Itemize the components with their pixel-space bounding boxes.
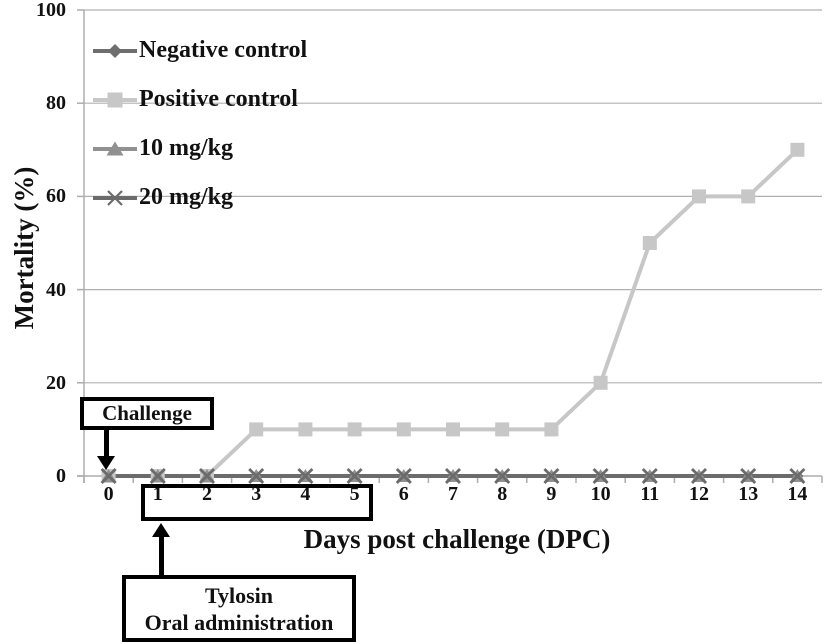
tylosin-up-arrow — [152, 523, 170, 576]
x-tick-label: 12 — [689, 483, 709, 505]
legend-item-20mgkg: 20 mg/kg — [93, 173, 307, 222]
legend-label: 10 mg/kg — [139, 135, 234, 161]
tylosin-label-line1: Tylosin — [204, 583, 274, 608]
x-tick-label: 9 — [546, 483, 557, 505]
diamond-marker-icon — [93, 43, 137, 58]
x-axis-title: Days post challenge (DPC) — [303, 524, 611, 554]
y-tick-label: 20 — [46, 371, 66, 394]
x-tick-label: 0 — [103, 483, 114, 505]
tylosin-annotation-box: Tylosin Oral administration — [122, 575, 356, 642]
x-tick-label: 13 — [738, 483, 759, 505]
x-tick-label: 14 — [787, 483, 808, 505]
challenge-annotation-box: Challenge — [80, 397, 214, 430]
y-tick-label: 80 — [46, 92, 66, 115]
arrow-shaft — [158, 536, 164, 576]
square-marker-icon — [93, 92, 137, 107]
x-tick-label: 4 — [300, 483, 311, 505]
challenge-down-arrow — [97, 429, 115, 470]
arrow-head-down-icon — [97, 456, 115, 470]
x-tick-label: 7 — [448, 483, 458, 505]
legend-label: Positive control — [139, 86, 298, 112]
x-tick-label: 10 — [590, 483, 611, 505]
y-axis-title: Mortality (%) — [9, 166, 39, 330]
legend-item-negative-control: Negative control — [93, 26, 307, 75]
arrow-head-up-icon — [152, 523, 170, 537]
y-tick-label: 40 — [46, 278, 66, 301]
legend: Negative control Positive control 10 mg/… — [93, 26, 307, 222]
treatment-days-range-box — [141, 484, 373, 521]
challenge-label: Challenge — [102, 401, 192, 425]
legend-label: 20 mg/kg — [139, 184, 234, 210]
y-tick-label: 100 — [36, 0, 66, 21]
x-tick-label: 11 — [640, 483, 660, 505]
triangle-marker-icon — [93, 141, 137, 155]
legend-item-positive-control: Positive control — [93, 75, 307, 124]
legend-label: Negative control — [139, 37, 308, 63]
x-tick-label: 5 — [349, 483, 360, 505]
y-tick-label: 0 — [56, 465, 66, 487]
x-tick-label: 8 — [497, 483, 508, 505]
tylosin-label-line2: Oral administration — [144, 610, 334, 635]
arrow-shaft — [103, 429, 109, 457]
x-tick-label: 1 — [152, 483, 163, 505]
x-tick-label: 2 — [202, 483, 212, 505]
x-marker-icon — [93, 189, 137, 206]
y-tick-label: 60 — [46, 185, 66, 208]
legend-item-10mgkg: 10 mg/kg — [93, 124, 307, 173]
x-tick-label: 6 — [398, 483, 409, 505]
x-tick-label: 3 — [251, 483, 262, 505]
